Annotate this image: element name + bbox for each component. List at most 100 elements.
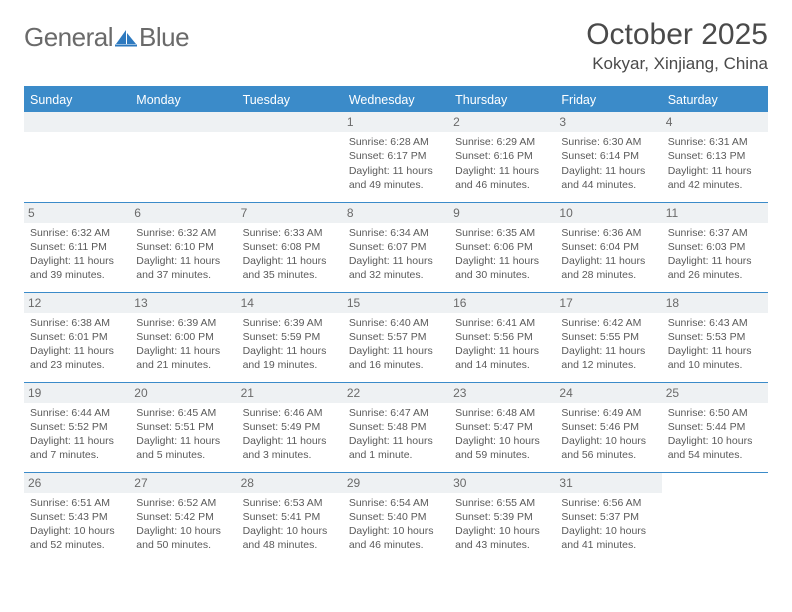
calendar-day-cell: 13 Sunrise: 6:39 AMSunset: 6:00 PMDayligh…: [130, 292, 236, 382]
day-number: 22: [343, 383, 449, 403]
day-number: 15: [343, 293, 449, 313]
calendar-day-cell: 31Sunrise: 6:56 AMSunset: 5:37 PMDayligh…: [555, 472, 661, 562]
calendar-day-cell: 10Sunrise: 6:36 AMSunset: 6:04 PMDayligh…: [555, 202, 661, 292]
day-sun-info: Sunrise: 6:36 AMSunset: 6:04 PMDaylight:…: [561, 226, 655, 283]
day-number: 5: [24, 203, 130, 223]
day-sun-info: Sunrise: 6:52 AMSunset: 5:42 PMDaylight:…: [136, 496, 230, 553]
day-number: 23: [449, 383, 555, 403]
calendar-day-cell: 28Sunrise: 6:53 AMSunset: 5:41 PMDayligh…: [237, 472, 343, 562]
day-number: 9: [449, 203, 555, 223]
calendar-day-cell: 17Sunrise: 6:42 AMSunset: 5:55 PMDayligh…: [555, 292, 661, 382]
weekday-header: Sunday: [24, 87, 130, 112]
calendar-day-cell: [237, 112, 343, 202]
day-sun-info: Sunrise: 6:38 AMSunset: 6:01 PMDaylight:…: [30, 316, 124, 373]
calendar-week-row: 1Sunrise: 6:28 AMSunset: 6:17 PMDaylight…: [24, 112, 768, 202]
day-number: 18: [662, 293, 768, 313]
day-sun-info: Sunrise: 6:42 AMSunset: 5:55 PMDaylight:…: [561, 316, 655, 373]
day-number: 20: [130, 383, 236, 403]
day-number: 11: [662, 203, 768, 223]
day-number: 28: [237, 473, 343, 493]
calendar-day-cell: 16 Sunrise: 6:41 AMSunset: 5:56 PMDayligh…: [449, 292, 555, 382]
day-sun-info: Sunrise: 6:48 AMSunset: 5:47 PMDaylight:…: [455, 406, 549, 463]
calendar-day-cell: 9 Sunrise: 6:35 AMSunset: 6:06 PMDaylight…: [449, 202, 555, 292]
calendar-day-cell: [24, 112, 130, 202]
calendar-header-row: SundayMondayTuesdayWednesdayThursdayFrid…: [24, 87, 768, 112]
calendar-day-cell: 4Sunrise: 6:31 AMSunset: 6:13 PMDaylight…: [662, 112, 768, 202]
day-sun-info: Sunrise: 6:39 AMSunset: 6:00 PMDaylight:…: [136, 316, 230, 373]
logo-word-2: Blue: [139, 22, 189, 53]
page-header: General Blue October 2025 Kokyar, Xinjia…: [24, 18, 768, 74]
day-number: 16: [449, 293, 555, 313]
day-number-empty: [24, 112, 130, 132]
day-sun-info: Sunrise: 6:47 AMSunset: 5:48 PMDaylight:…: [349, 406, 443, 463]
calendar-day-cell: 1Sunrise: 6:28 AMSunset: 6:17 PMDaylight…: [343, 112, 449, 202]
day-sun-info: Sunrise: 6:31 AMSunset: 6:13 PMDaylight:…: [668, 135, 762, 192]
weekday-header: Wednesday: [343, 87, 449, 112]
calendar-day-cell: 11 Sunrise: 6:37 AMSunset: 6:03 PMDayligh…: [662, 202, 768, 292]
calendar-day-cell: 24Sunrise: 6:49 AMSunset: 5:46 PMDayligh…: [555, 382, 661, 472]
weekday-header: Thursday: [449, 87, 555, 112]
day-sun-info: Sunrise: 6:44 AMSunset: 5:52 PMDaylight:…: [30, 406, 124, 463]
calendar-page: General Blue October 2025 Kokyar, Xinjia…: [0, 0, 792, 580]
weekday-header: Saturday: [662, 87, 768, 112]
weekday-header: Tuesday: [237, 87, 343, 112]
day-number: 29: [343, 473, 449, 493]
calendar-day-cell: 14Sunrise: 6:39 AMSunset: 5:59 PMDayligh…: [237, 292, 343, 382]
day-number: 30: [449, 473, 555, 493]
calendar-day-cell: 8Sunrise: 6:34 AMSunset: 6:07 PMDaylight…: [343, 202, 449, 292]
day-sun-info: Sunrise: 6:55 AMSunset: 5:39 PMDaylight:…: [455, 496, 549, 553]
day-number: 6: [130, 203, 236, 223]
calendar-week-row: 26Sunrise: 6:51 AMSunset: 5:43 PMDayligh…: [24, 472, 768, 562]
day-sun-info: Sunrise: 6:46 AMSunset: 5:49 PMDaylight:…: [243, 406, 337, 463]
day-sun-info: Sunrise: 6:37 AMSunset: 6:03 PMDaylight:…: [668, 226, 762, 283]
day-sun-info: Sunrise: 6:29 AMSunset: 6:16 PMDaylight:…: [455, 135, 549, 192]
calendar-day-cell: 26Sunrise: 6:51 AMSunset: 5:43 PMDayligh…: [24, 472, 130, 562]
calendar-week-row: 5 Sunrise: 6:32 AMSunset: 6:11 PMDaylight…: [24, 202, 768, 292]
day-number-empty: [130, 112, 236, 132]
calendar-day-cell: 25 Sunrise: 6:50 AMSunset: 5:44 PMDayligh…: [662, 382, 768, 472]
calendar-day-cell: 2 Sunrise: 6:29 AMSunset: 6:16 PMDaylight…: [449, 112, 555, 202]
calendar-day-cell: 7Sunrise: 6:33 AMSunset: 6:08 PMDaylight…: [237, 202, 343, 292]
day-sun-info: Sunrise: 6:32 AMSunset: 6:10 PMDaylight:…: [136, 226, 230, 283]
day-sun-info: Sunrise: 6:43 AMSunset: 5:53 PMDaylight:…: [668, 316, 762, 373]
day-sun-info: Sunrise: 6:49 AMSunset: 5:46 PMDaylight:…: [561, 406, 655, 463]
calendar-day-cell: 3 Sunrise: 6:30 AMSunset: 6:14 PMDaylight…: [555, 112, 661, 202]
calendar-day-cell: [130, 112, 236, 202]
logo-word-1: General: [24, 22, 113, 53]
day-number: 21: [237, 383, 343, 403]
day-number: 27: [130, 473, 236, 493]
title-block: October 2025 Kokyar, Xinjiang, China: [586, 18, 768, 74]
calendar-day-cell: 18 Sunrise: 6:43 AMSunset: 5:53 PMDayligh…: [662, 292, 768, 382]
day-number: 13: [130, 293, 236, 313]
calendar-day-cell: 6 Sunrise: 6:32 AMSunset: 6:10 PMDaylight…: [130, 202, 236, 292]
weekday-header: Monday: [130, 87, 236, 112]
day-number: 2: [449, 112, 555, 132]
day-sun-info: Sunrise: 6:50 AMSunset: 5:44 PMDaylight:…: [668, 406, 762, 463]
day-number: 12: [24, 293, 130, 313]
day-sun-info: Sunrise: 6:33 AMSunset: 6:08 PMDaylight:…: [243, 226, 337, 283]
calendar-table: SundayMondayTuesdayWednesdayThursdayFrid…: [24, 86, 768, 562]
day-sun-info: Sunrise: 6:39 AMSunset: 5:59 PMDaylight:…: [243, 316, 337, 373]
location-subtitle: Kokyar, Xinjiang, China: [586, 54, 768, 74]
day-sun-info: Sunrise: 6:35 AMSunset: 6:06 PMDaylight:…: [455, 226, 549, 283]
calendar-body: 1Sunrise: 6:28 AMSunset: 6:17 PMDaylight…: [24, 112, 768, 562]
calendar-day-cell: 20 Sunrise: 6:45 AMSunset: 5:51 PMDayligh…: [130, 382, 236, 472]
day-number-empty: [237, 112, 343, 132]
weekday-header: Friday: [555, 87, 661, 112]
day-sun-info: Sunrise: 6:45 AMSunset: 5:51 PMDaylight:…: [136, 406, 230, 463]
calendar-day-cell: 21 Sunrise: 6:46 AMSunset: 5:49 PMDayligh…: [237, 382, 343, 472]
calendar-day-cell: 29 Sunrise: 6:54 AMSunset: 5:40 PMDayligh…: [343, 472, 449, 562]
day-sun-info: Sunrise: 6:32 AMSunset: 6:11 PMDaylight:…: [30, 226, 124, 283]
day-number: 1: [343, 112, 449, 132]
calendar-day-cell: 12 Sunrise: 6:38 AMSunset: 6:01 PMDayligh…: [24, 292, 130, 382]
day-number: 3: [555, 112, 661, 132]
day-number: 26: [24, 473, 130, 493]
day-sun-info: Sunrise: 6:54 AMSunset: 5:40 PMDaylight:…: [349, 496, 443, 553]
calendar-day-cell: 23 Sunrise: 6:48 AMSunset: 5:47 PMDayligh…: [449, 382, 555, 472]
day-number: 25: [662, 383, 768, 403]
logo: General Blue: [24, 22, 189, 53]
day-sun-info: Sunrise: 6:30 AMSunset: 6:14 PMDaylight:…: [561, 135, 655, 192]
calendar-day-cell: 22 Sunrise: 6:47 AMSunset: 5:48 PMDayligh…: [343, 382, 449, 472]
day-sun-info: Sunrise: 6:41 AMSunset: 5:56 PMDaylight:…: [455, 316, 549, 373]
calendar-day-cell: 19Sunrise: 6:44 AMSunset: 5:52 PMDayligh…: [24, 382, 130, 472]
